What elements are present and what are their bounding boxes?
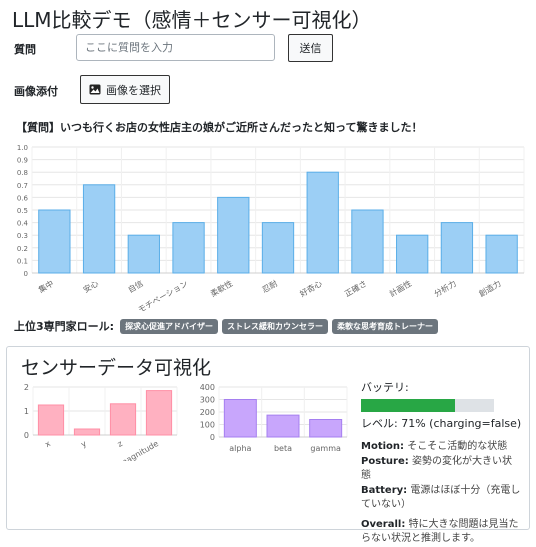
page-title: LLM比較デモ（感情＋センサー可視化） bbox=[12, 8, 372, 32]
send-button[interactable]: 送信 bbox=[288, 34, 333, 62]
bar bbox=[37, 404, 65, 436]
bar bbox=[396, 234, 429, 274]
y-tick-label: 0.8 bbox=[17, 169, 28, 177]
emotion-bar-chart: 0 0.1 0.2 0.3 0.4 0.5 0.6 0.7 0.8 0.9 1.0 集中 安心 自信モチベ… bbox=[17, 144, 525, 314]
bar bbox=[261, 222, 295, 274]
bar bbox=[73, 428, 101, 436]
x-tick-label: 柔軟性 bbox=[208, 278, 234, 299]
x-tick-label: y bbox=[79, 439, 88, 449]
image-icon bbox=[89, 84, 101, 95]
y-tick-label: 0 bbox=[24, 270, 28, 278]
question-label: 質問 bbox=[14, 43, 36, 56]
posture-text: 姿勢の変化が大きい状態 bbox=[361, 456, 512, 481]
x-tick-label: 正確さ bbox=[343, 278, 369, 299]
bar bbox=[172, 222, 205, 274]
y-tick-label: 0.9 bbox=[17, 157, 28, 165]
y-tick-label: 200 bbox=[200, 408, 215, 417]
bar bbox=[266, 414, 300, 438]
attach-label: 画像添付 bbox=[14, 85, 58, 98]
motion-label: Motion: bbox=[361, 441, 405, 452]
y-tick-label: 2 bbox=[24, 383, 29, 392]
y-tick-label: 0.3 bbox=[17, 232, 28, 240]
y-tick-label: 0.1 bbox=[17, 257, 28, 265]
overall-status: Overall: 特に大きな問題は見当たらない状況と推測します。 bbox=[361, 518, 521, 546]
orientation-chart: 0 100 200 300 400 alpha beta gamma bbox=[200, 383, 348, 453]
bar bbox=[109, 403, 137, 436]
bar bbox=[485, 234, 518, 274]
bar bbox=[351, 209, 384, 274]
question-display: 【質問】いつも行くお店の女性店主の娘がご近所さんだったと知って驚きました！ bbox=[16, 121, 423, 134]
x-tick-label: 安心 bbox=[81, 278, 100, 295]
y-tick-label: 1 bbox=[24, 407, 29, 416]
sensor-title: センサーデータ可視化 bbox=[21, 357, 212, 379]
battery-progress-fill bbox=[361, 399, 456, 412]
motion-status: Motion: そこそこ活動的な状態 bbox=[361, 440, 521, 454]
x-tick-label: 計画性 bbox=[387, 278, 413, 299]
y-tick-label: 0.2 bbox=[17, 245, 28, 253]
y-tick-label: 0.7 bbox=[17, 182, 28, 190]
x-tick-label: magnitude bbox=[118, 439, 160, 461]
expert-badge: ストレス緩和カウンセラー bbox=[222, 318, 329, 334]
x-tick-label: 分析力 bbox=[432, 278, 458, 299]
select-image-button[interactable]: 画像を選択 bbox=[80, 75, 170, 104]
x-tick-label: モチベーション bbox=[137, 279, 190, 314]
bar bbox=[217, 196, 250, 274]
expert-badge: 探求心促進アドバイザー bbox=[120, 318, 219, 334]
battery-progress bbox=[361, 399, 494, 412]
send-button-label: 送信 bbox=[299, 42, 322, 55]
x-tick-label: 好奇心 bbox=[298, 278, 324, 299]
y-tick-label: 0.4 bbox=[17, 220, 29, 228]
sensor-card: センサーデータ可視化 0 1 2 x y z magnitude 0 100 200 300 400… bbox=[6, 346, 530, 544]
x-tick-label: alpha bbox=[229, 444, 251, 453]
overall-text: 特に大きな問題は見当たらない状況と推測します。 bbox=[361, 519, 519, 544]
x-tick-label: z bbox=[116, 439, 124, 449]
x-tick-label: 自信 bbox=[126, 278, 145, 295]
top-experts: 上位3専門家ロール: 探求心促進アドバイザー ストレス緩和カウンセラー 柔軟な思… bbox=[14, 318, 439, 334]
x-tick-label: 創造力 bbox=[477, 278, 503, 299]
y-tick-label: 0.6 bbox=[17, 194, 29, 202]
bar bbox=[127, 234, 160, 274]
motion-text: そこそこ活動的な状態 bbox=[407, 441, 508, 452]
bar bbox=[309, 419, 343, 438]
y-tick-label: 0.5 bbox=[17, 207, 28, 215]
x-tick-label: x bbox=[43, 439, 52, 449]
bar bbox=[306, 171, 339, 274]
battery-status: Battery: 電源はほぼ十分（充電していない） bbox=[361, 484, 521, 512]
select-image-label: 画像を選択 bbox=[106, 83, 161, 97]
posture-status: Posture: 姿勢の変化が大きい状態 bbox=[361, 455, 521, 483]
bar bbox=[145, 390, 173, 436]
x-tick-label: 忍耐 bbox=[260, 278, 279, 295]
y-tick-label: 300 bbox=[200, 396, 215, 405]
bar bbox=[223, 399, 257, 438]
sensor-summary: バッテリ: レベル: 71% (charging=false) Motion: … bbox=[361, 381, 521, 547]
x-tick-label: 集中 bbox=[37, 278, 56, 295]
posture-label: Posture: bbox=[361, 456, 409, 467]
y-tick-label: 0 bbox=[24, 431, 29, 440]
question-input[interactable] bbox=[76, 34, 275, 61]
battery-status-text: 電源はほぼ十分（充電していない） bbox=[361, 485, 521, 510]
expert-badge: 柔軟な思考育成トレーナー bbox=[332, 318, 439, 334]
x-tick-label: gamma bbox=[310, 444, 341, 453]
overall-label: Overall: bbox=[361, 519, 406, 530]
bar bbox=[38, 209, 71, 274]
bar bbox=[82, 184, 116, 274]
battery-label: バッテリ: bbox=[361, 381, 409, 394]
x-tick-label: beta bbox=[274, 444, 292, 453]
y-tick-label: 0 bbox=[210, 433, 215, 442]
experts-label: 上位3専門家ロール: bbox=[14, 320, 115, 333]
battery-level: レベル: 71% (charging=false) bbox=[361, 417, 522, 430]
y-tick-label: 100 bbox=[200, 421, 215, 430]
bar bbox=[440, 222, 474, 274]
y-tick-label: 1.0 bbox=[17, 144, 28, 152]
battery-status-label: Battery: bbox=[361, 485, 408, 496]
y-tick-label: 400 bbox=[200, 383, 215, 392]
